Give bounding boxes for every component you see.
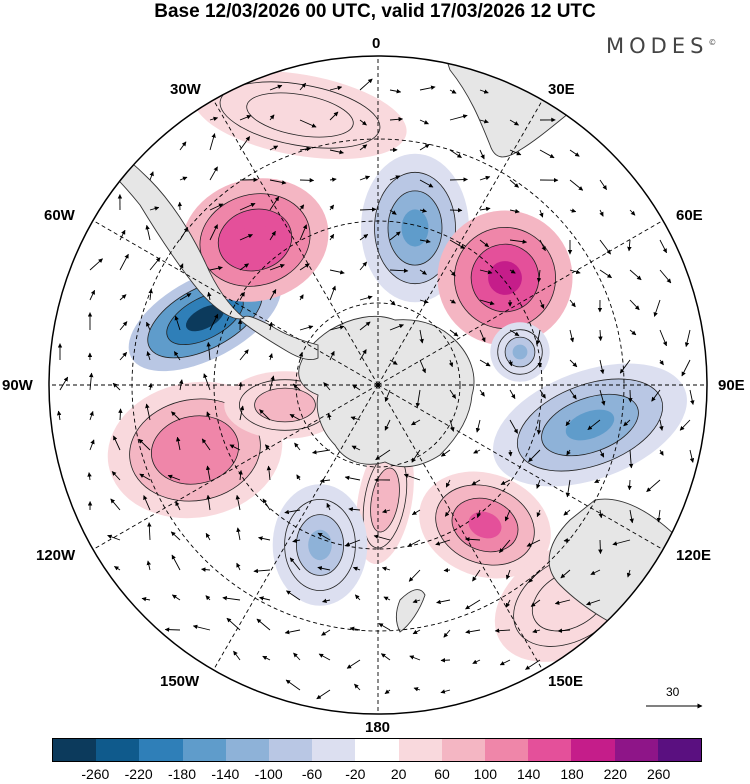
colorbar-tick-label: 220 [604, 766, 627, 782]
wind-arrow [630, 390, 631, 402]
lon-label-90w: 90W [2, 378, 33, 394]
colorbar-swatch [312, 739, 355, 761]
wind-arrow [450, 179, 468, 180]
polar-map [0, 0, 750, 735]
colorbar-tick-label: -220 [125, 766, 153, 782]
colorbar-swatch [183, 739, 226, 761]
lon-label-150e: 150E [548, 674, 583, 690]
colorbar-swatch [615, 739, 658, 761]
colorbar-tick-label: 60 [434, 766, 450, 782]
wind-arrow [120, 409, 121, 420]
wind-arrow [441, 660, 450, 661]
colorbar-tick-label: 180 [560, 766, 583, 782]
colorbar-swatch [658, 739, 701, 761]
lon-label-90e: 90E [718, 378, 745, 394]
colorbar-swatch [139, 739, 182, 761]
colorbar-tick-label: -140 [211, 766, 239, 782]
colorbar-tick-label: 100 [474, 766, 497, 782]
colorbar-tick-label: -100 [255, 766, 283, 782]
lon-label-150w: 150W [160, 674, 199, 690]
colorbar-tick-label: 20 [391, 766, 407, 782]
colorbar-swatch [399, 739, 442, 761]
reference-vector: 30 [640, 684, 710, 714]
colorbar-swatch [226, 739, 269, 761]
colorbar-swatch [53, 739, 96, 761]
colorbar-swatch [485, 739, 528, 761]
reference-vector-label: 30 [666, 685, 680, 699]
lon-label-60e: 60E [676, 208, 703, 224]
blob-neg-155w [273, 484, 368, 606]
colorbar-swatch [269, 739, 312, 761]
colorbar-swatch [96, 739, 139, 761]
colorbar-tick-label: 140 [517, 766, 540, 782]
wind-arrow [600, 540, 601, 554]
colorbar-swatch [442, 739, 485, 761]
lon-label-0: 0 [372, 36, 380, 52]
lon-label-30w: 30W [170, 82, 201, 98]
lon-label-30e: 30E [548, 82, 575, 98]
wind-arrow [165, 630, 180, 631]
pole-marker [376, 383, 380, 387]
colorbar-swatch [571, 739, 614, 761]
lon-label-180: 180 [365, 720, 390, 736]
blob-neg-75e [490, 322, 549, 381]
wind-arrow [629, 480, 630, 490]
colorbar-swatch [528, 739, 571, 761]
colorbar-tick-label: 260 [647, 766, 670, 782]
colorbar-swatch [355, 739, 398, 761]
lon-label-120e: 120E [676, 548, 711, 564]
colorbar [52, 738, 702, 762]
colorbar-tick-label: -180 [168, 766, 196, 782]
lon-label-60w: 60W [44, 208, 75, 224]
lon-label-120w: 120W [36, 548, 75, 564]
wind-arrow [444, 570, 450, 571]
colorbar-tick-label: -20 [345, 766, 365, 782]
colorbar-ticks: -260 -220 -180 -140 -100 -60 -20 20 60 100 140 180 2… [0, 766, 750, 784]
colorbar-tick-label: -260 [81, 766, 109, 782]
colorbar-tick-label: -60 [302, 766, 322, 782]
